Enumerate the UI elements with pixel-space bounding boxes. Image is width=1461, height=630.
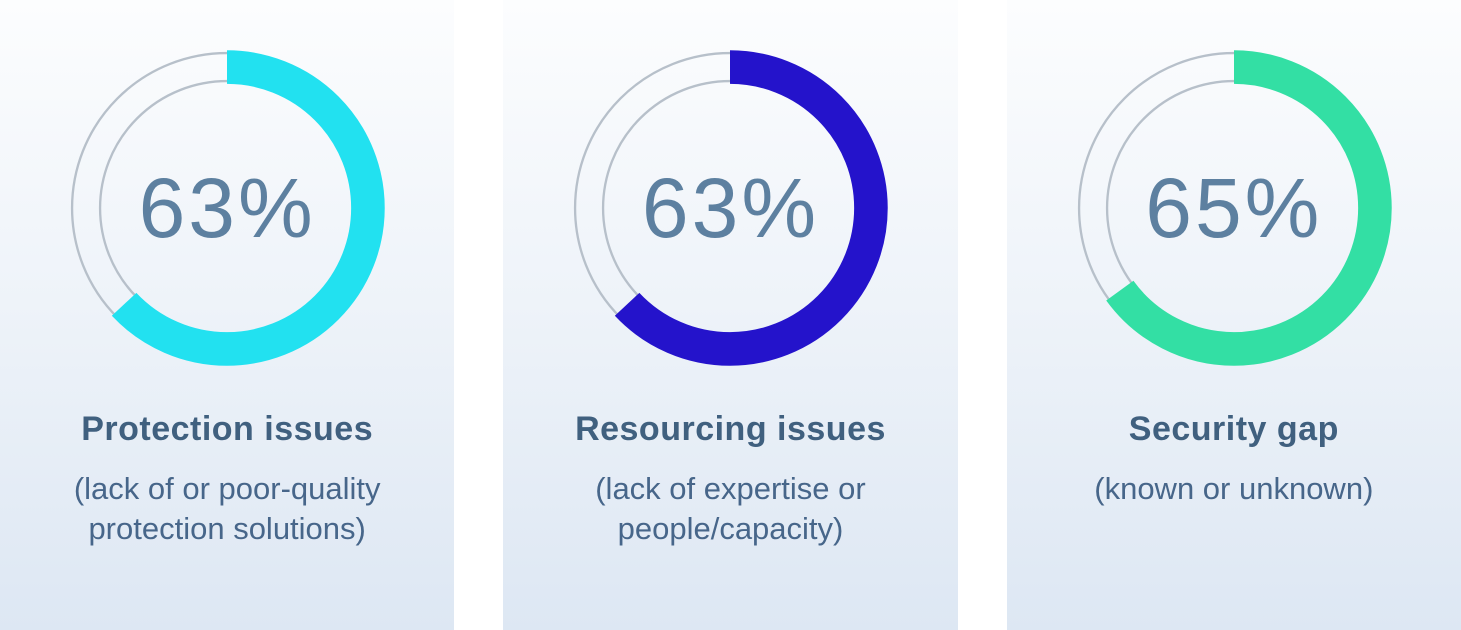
stat-title: Resourcing issues (575, 410, 886, 448)
stat-subtitle: (lack of expertise or people/capacity) (595, 471, 866, 547)
stat-panel-security-gap: 65% Security gap (known or unknown) (1006, 0, 1461, 630)
donut-ring-icon (69, 50, 385, 366)
donut-chart-protection-issues: 63% (59, 40, 395, 376)
donut-chart-security-gap: 65% (1066, 40, 1402, 376)
donut-chart-resourcing-issues: 63% (562, 40, 898, 376)
stat-subtitle: (known or unknown) (1094, 471, 1374, 506)
stat-panel-resourcing-issues: 63% Resourcing issues (lack of expertise… (503, 0, 958, 630)
stat-subtitle: (lack of or poor-quality protection solu… (73, 471, 381, 547)
stat-title: Protection issues (81, 410, 374, 448)
donut-ring-icon (572, 50, 889, 366)
stat-panel-protection-issues: 63% Protection issues (lack of or poor-q… (0, 0, 455, 630)
donut-ring-icon (1076, 50, 1392, 366)
stat-title: Security gap (1128, 410, 1339, 448)
